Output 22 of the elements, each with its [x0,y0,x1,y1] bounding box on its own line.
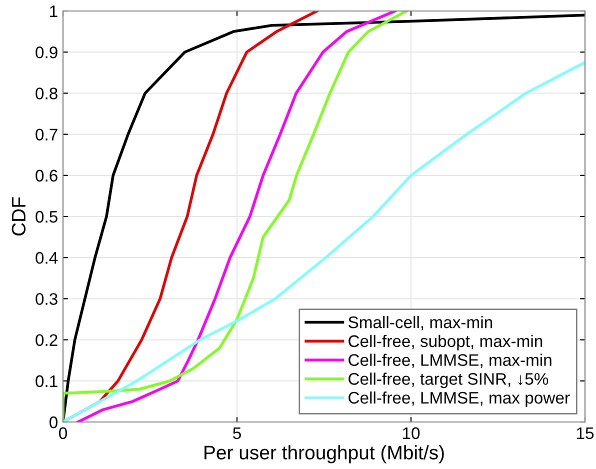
x-axis-title: Per user throughput (Mbit/s) [204,445,444,464]
legend-label: Cell-free, LMMSE, max power [348,391,570,407]
y-tick-label: 0.3 [36,293,58,305]
y-tick-label: 0 [50,416,58,428]
x-tick-label: 10 [403,427,420,440]
x-tick-label: 15 [577,427,594,440]
y-tick-label: 0.2 [36,334,58,346]
y-tick-label: 0.7 [36,128,58,141]
legend-label: Small-cell, max-min [348,316,492,330]
y-axis-title: CDF [12,197,26,236]
legend-label: Cell-free, subopt, max-min [348,334,542,350]
y-tick-label: 0.1 [36,375,58,388]
x-tick-label: 5 [233,427,241,440]
y-tick-label: 0.8 [36,88,58,100]
x-tick-label: 0 [59,427,67,440]
y-tick-label: 0.5 [36,210,58,223]
legend-label: Cell-free, target SINR, ↓5% [348,372,548,388]
y-tick-label: 0.6 [36,170,58,182]
y-tick-label: 0.9 [36,46,58,58]
y-tick-label: 0.4 [36,252,58,264]
y-tick-label: 1 [50,6,58,18]
legend-label: Cell-free, LMMSE, max-min [348,354,552,368]
